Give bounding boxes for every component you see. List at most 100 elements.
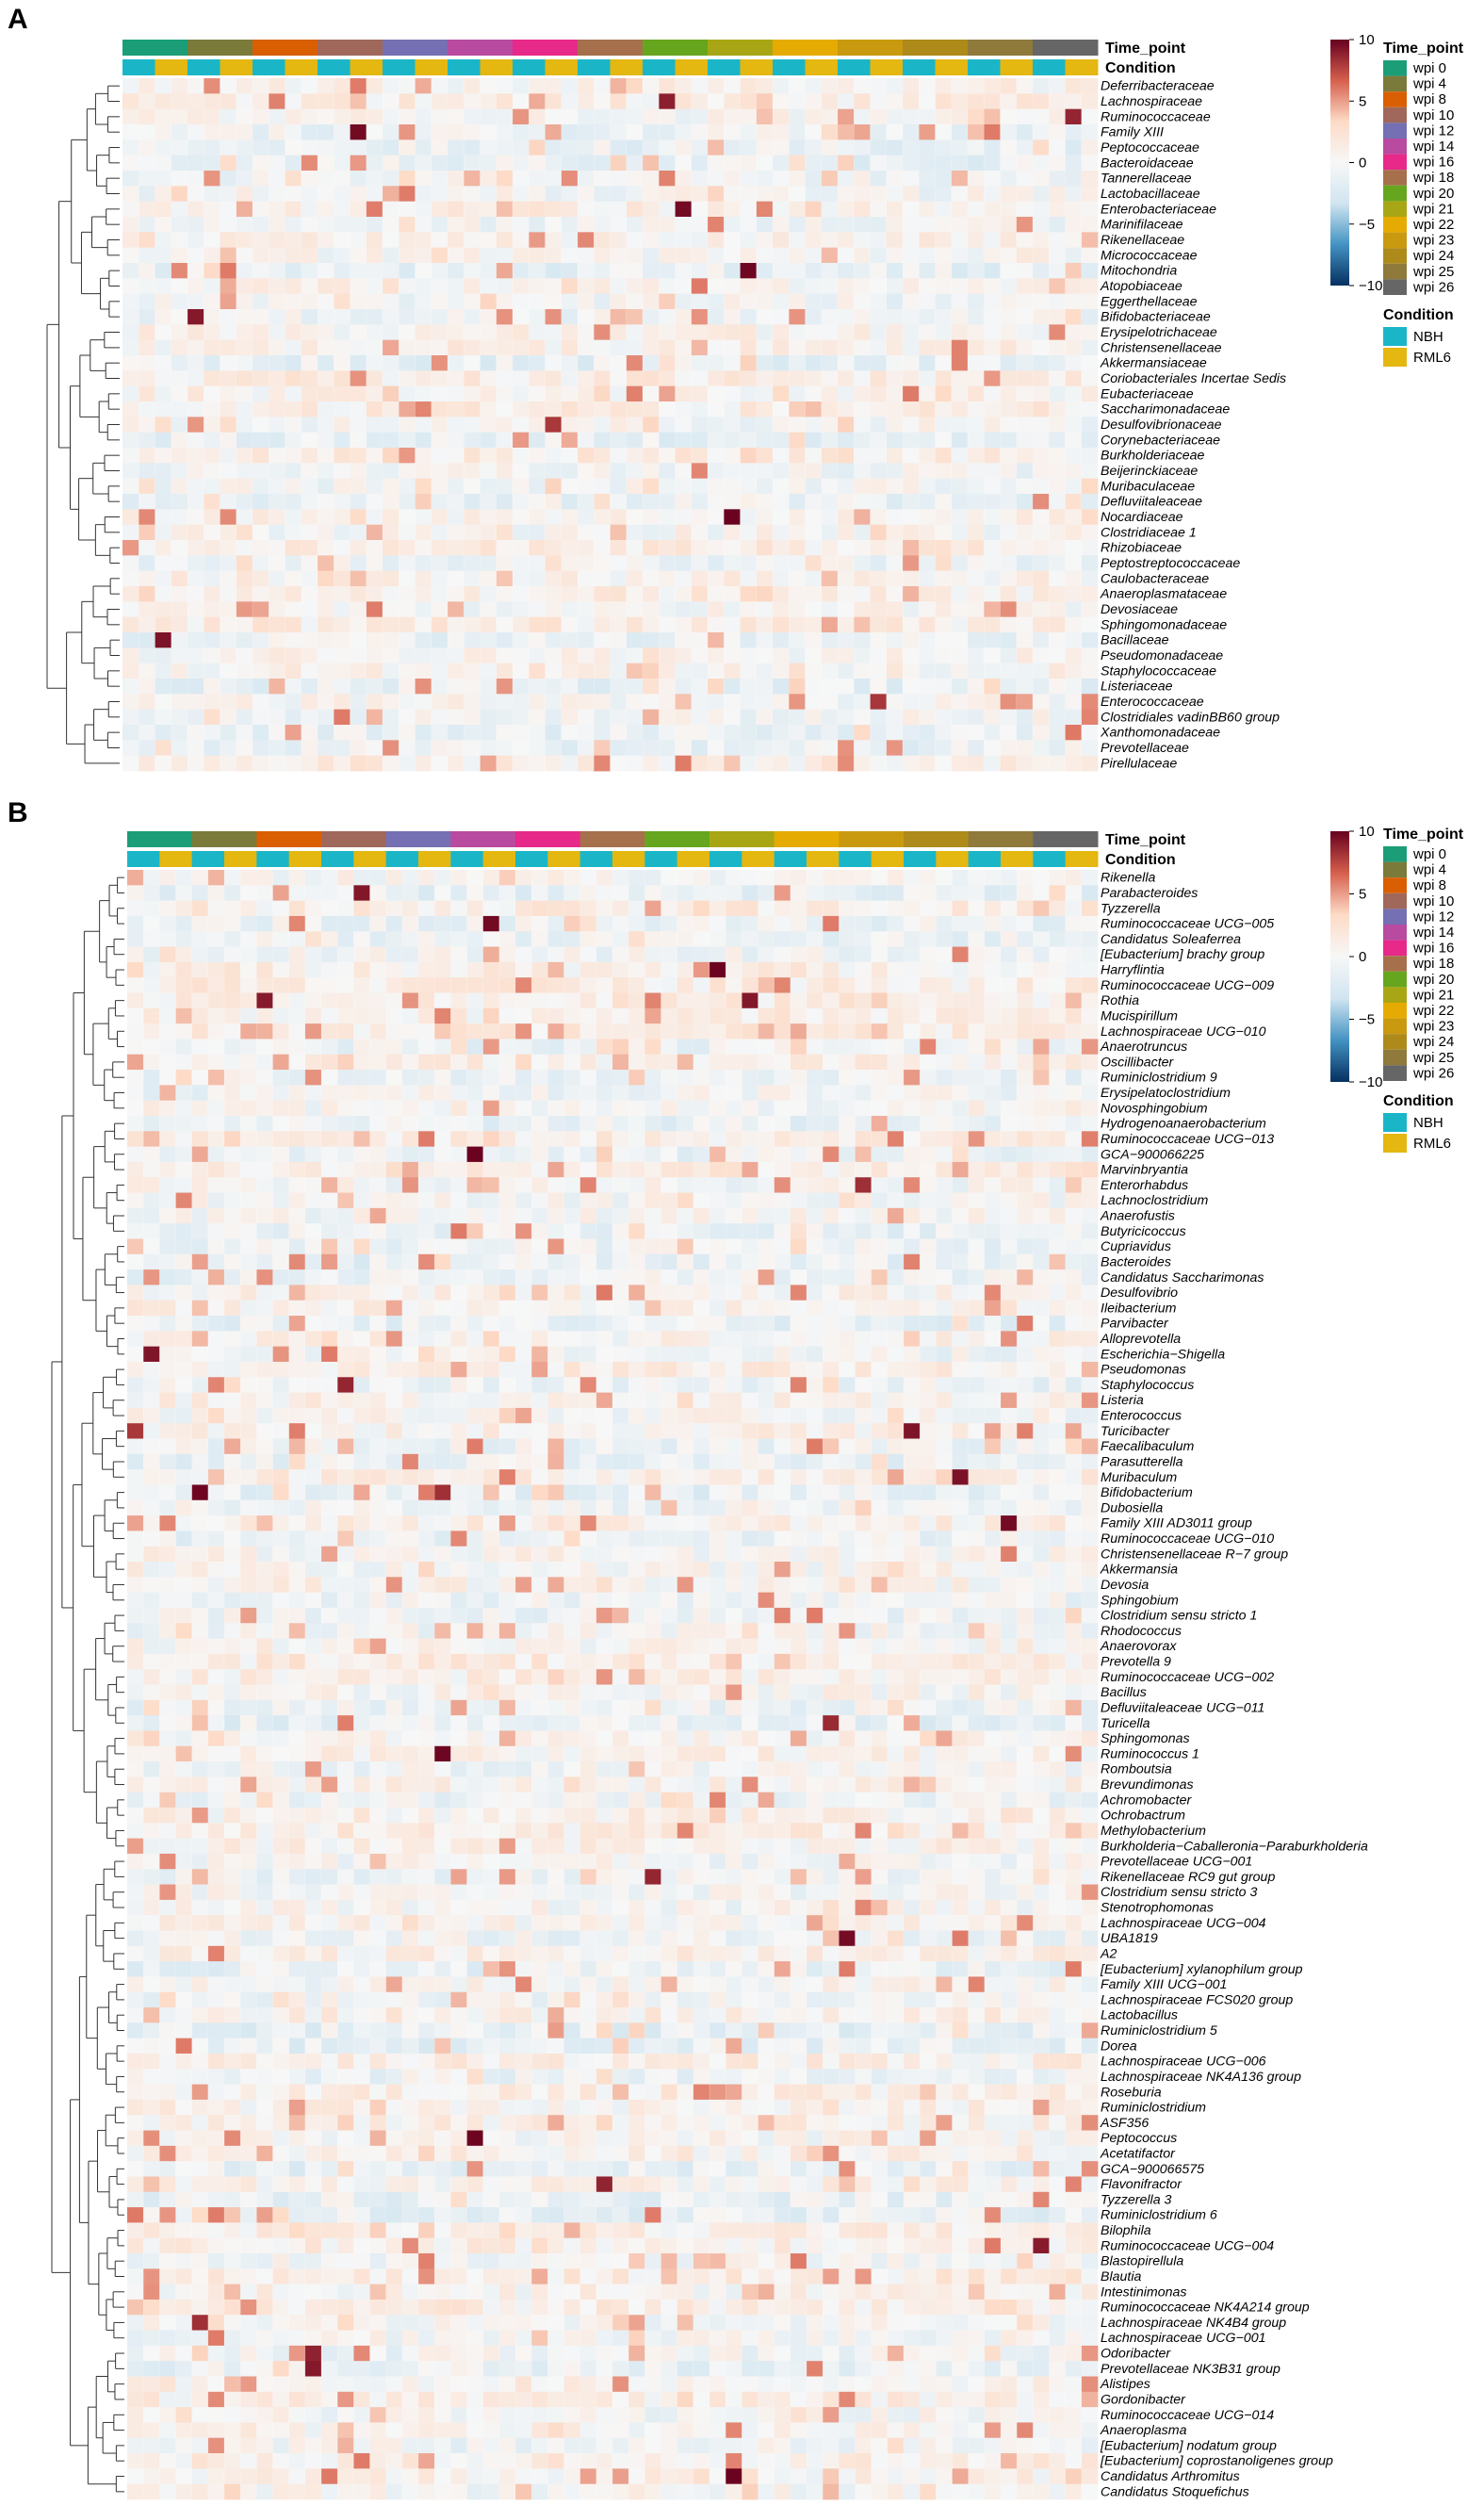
condition-annotation-cell — [578, 59, 611, 75]
heatmap-cell — [920, 1269, 937, 1285]
heatmap-cell — [886, 293, 904, 310]
heatmap-cell — [369, 1300, 387, 1317]
heatmap-cell — [644, 1054, 661, 1071]
heatmap-cell — [675, 339, 693, 356]
heatmap-cell — [839, 1070, 856, 1086]
heatmap-cell — [207, 1269, 225, 1285]
heatmap-cell — [579, 992, 597, 1009]
heatmap-cell — [691, 385, 709, 402]
heatmap-cell — [758, 992, 775, 1009]
heatmap-cell — [951, 78, 969, 94]
heatmap-cell — [399, 601, 416, 618]
heatmap-cell — [1016, 679, 1034, 695]
heatmap-cell — [1017, 1300, 1034, 1317]
heatmap-cell — [691, 725, 709, 741]
heatmap-cell — [805, 217, 823, 233]
heatmap-cell — [742, 1346, 758, 1363]
heatmap-cell — [207, 1207, 225, 1224]
heatmap-cell — [366, 616, 383, 633]
heatmap-cell — [675, 663, 693, 679]
heatmap-cell — [740, 432, 758, 449]
heatmap-cell — [756, 108, 774, 125]
heatmap-cell — [448, 139, 465, 156]
heatmap-cell — [513, 139, 530, 156]
heatmap-cell — [269, 78, 285, 94]
heatmap-cell — [968, 1192, 986, 1209]
heatmap-cell — [513, 694, 530, 711]
heatmap-cell — [545, 663, 563, 679]
heatmap-cell — [740, 78, 758, 94]
heatmap-cell — [774, 870, 791, 886]
heatmap-cell — [773, 385, 790, 402]
heatmap-cell — [936, 1161, 953, 1178]
heatmap-cell — [431, 263, 448, 279]
heatmap-cell — [724, 247, 741, 264]
heatmap-cell — [968, 247, 985, 264]
heatmap-cell — [366, 324, 383, 341]
heatmap-cell — [1081, 647, 1099, 664]
heatmap-cell — [578, 263, 595, 279]
heatmap-cell — [626, 309, 644, 325]
heatmap-cell — [610, 755, 628, 772]
heatmap-cell — [434, 1331, 451, 1348]
heatmap-cell — [612, 870, 629, 886]
heatmap-cell — [498, 885, 516, 902]
heatmap-cell — [207, 1285, 225, 1302]
heatmap-cell — [1033, 1039, 1050, 1056]
heatmap-cell — [450, 1269, 467, 1285]
heatmap-cell — [171, 417, 188, 434]
heatmap-cell — [1049, 931, 1067, 947]
heatmap-cell — [790, 1054, 807, 1071]
color-scale-tick-label: −5 — [1359, 217, 1375, 233]
heatmap-cell — [660, 946, 678, 963]
heatmap-cell — [821, 370, 839, 387]
heatmap-cell — [1033, 900, 1050, 917]
heatmap-cell — [531, 1100, 548, 1117]
heatmap-cell — [1065, 570, 1083, 587]
heatmap-cell — [708, 448, 725, 464]
heatmap-cell — [383, 339, 400, 356]
heatmap-cell — [285, 93, 302, 110]
heatmap-cell — [334, 663, 351, 679]
heatmap-cell — [610, 740, 628, 757]
heatmap-cell — [139, 524, 155, 541]
heatmap-cell — [1000, 632, 1018, 648]
heatmap-cell — [594, 601, 611, 618]
heatmap-cell — [171, 586, 188, 602]
condition-annotation-cell — [418, 851, 451, 867]
heatmap-cell — [920, 1007, 937, 1024]
heatmap-cell — [285, 108, 302, 125]
heatmap-cell — [968, 1207, 986, 1224]
heatmap-cell — [224, 900, 241, 917]
heatmap-cell — [594, 78, 611, 94]
heatmap-cell — [1033, 78, 1050, 94]
condition-annotation-cell — [935, 59, 969, 75]
heatmap-cell — [224, 1238, 241, 1255]
heatmap-cell — [919, 679, 936, 695]
heatmap-cell — [871, 870, 889, 886]
heatmap-cell — [677, 931, 694, 947]
heatmap-cell — [904, 1146, 921, 1163]
heatmap-cell — [626, 755, 644, 772]
heatmap-cell — [936, 1115, 953, 1132]
heatmap-cell — [919, 755, 936, 772]
heatmap-cell — [545, 93, 563, 110]
heatmap-cell — [204, 478, 220, 495]
heatmap-cell — [369, 931, 387, 947]
heatmap-cell — [886, 632, 904, 648]
heatmap-cell — [253, 93, 269, 110]
heatmap-cell — [951, 570, 969, 587]
row-label: Desulfovibrionaceae — [1101, 418, 1222, 433]
heatmap-cell — [450, 1039, 467, 1056]
heatmap-cell — [740, 755, 758, 772]
heatmap-cell — [385, 1300, 403, 1317]
heatmap-cell — [334, 540, 351, 556]
heatmap-cell — [253, 201, 269, 218]
heatmap-cell — [595, 946, 613, 963]
heatmap-cell — [399, 309, 416, 325]
heatmap-cell — [838, 694, 855, 711]
heatmap-cell — [369, 1177, 387, 1193]
heatmap-cell — [839, 900, 856, 917]
heatmap-cell — [920, 1131, 937, 1148]
heatmap-cell — [691, 601, 709, 618]
